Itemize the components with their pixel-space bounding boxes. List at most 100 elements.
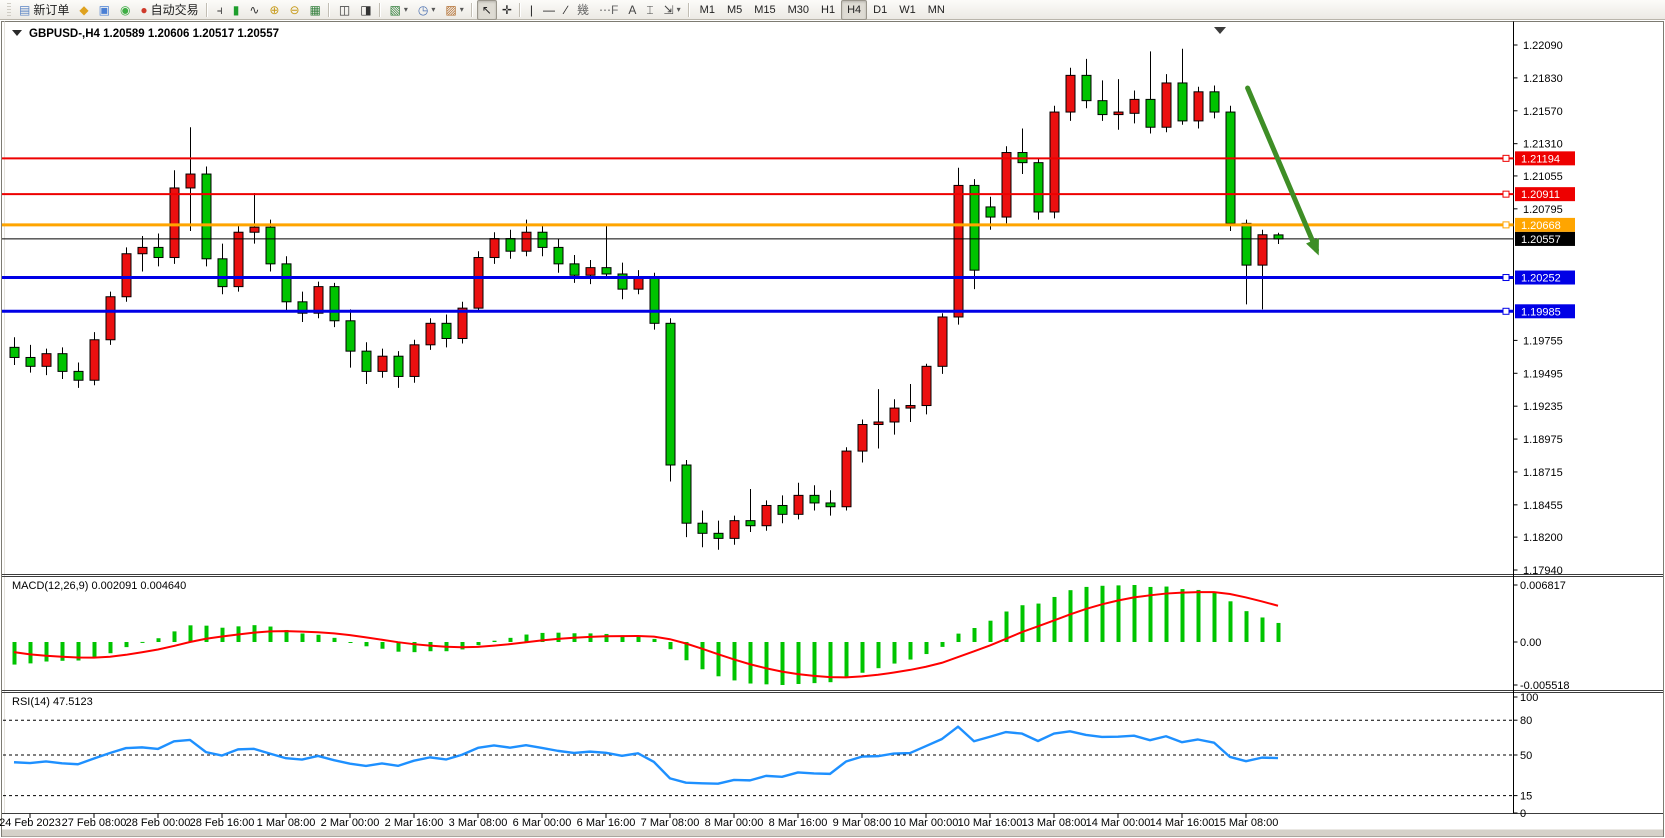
new-order-icon: ▤ [19,2,31,17]
time-tick-label: 10 Mar 00:00 [894,817,959,829]
timeframe-button-m5[interactable]: M5 [726,3,743,16]
toolbar-group-cursor: ↖ ✛ [476,0,517,20]
price-tick-label: 1.18715 [1523,467,1563,479]
timeframe-button-m15[interactable]: M15 [754,3,776,16]
timeframe-button-m30[interactable]: M30 [787,3,810,16]
arrows-tool-button[interactable]: ⇲ ▾ [659,0,686,20]
bear-candle [329,286,340,322]
timeframe-button-h1[interactable]: H1 [821,3,836,16]
timeframe-button-d1[interactable]: D1 [873,3,888,16]
zoom-out-button[interactable]: ⊖ [284,0,304,20]
toolbar-separator [470,2,473,17]
track-chart-button[interactable]: ◨ [355,0,376,20]
bear-candle [1225,111,1236,224]
bars-chart-button[interactable]: ⫞ [212,0,228,20]
time-axis[interactable]: 24 Feb 2023 27 Feb 08:00 28 Feb 00:00 28 Fe… [0,813,1278,830]
new-order-button[interactable]: ▤ 新订单 [14,0,74,20]
bull-candle [521,231,532,252]
timeframe-button-m1[interactable]: M1 [699,3,715,16]
toolbar-group-trade: ▤ 新订单 ◆ ▣ ◉ ● 自动交易 [14,0,204,20]
bull-candle [89,339,100,381]
tile-windows-button[interactable]: ▦ [305,0,326,20]
time-tick-label: 3 Mar 08:00 [449,817,508,829]
label-tool-button[interactable]: ⌶ [641,0,658,20]
fibonacci-tool-button[interactable]: ⋯F [594,0,623,20]
chevron-down-icon[interactable]: ▾ [676,5,681,14]
bear-candle [281,263,292,303]
arrow-object[interactable] [1245,85,1319,253]
hline-handle[interactable] [1502,154,1510,162]
macd-bar [140,641,145,643]
macd-bar [876,642,881,669]
chevron-down-icon[interactable]: ▾ [431,5,436,14]
chevron-down-icon[interactable]: ▾ [459,5,464,14]
bull-candle [473,257,484,309]
hline-handle[interactable] [1502,307,1510,315]
autotrading-icon: ● [140,2,148,17]
timeframe-button-w1[interactable]: W1 [899,3,916,16]
label-tool-icon: ⌶ [646,2,654,17]
price-tick-label: 1.19235 [1523,401,1563,413]
macd-bar [1132,585,1137,642]
bear-candle [777,504,788,515]
zoom-in-button[interactable]: ⊕ [264,0,284,20]
bear-candle [201,173,212,260]
signals-icon[interactable]: ◉ [115,0,135,20]
macd-bar [1036,603,1041,642]
macd-bar [12,642,17,665]
new-chart-button[interactable]: ▧ ▾ [385,0,413,20]
crosshair-button[interactable]: ✛ [497,0,517,20]
macd-bar [636,635,641,642]
auto-arrange-button[interactable]: ◫ [334,0,355,20]
hline-handle[interactable] [1502,221,1510,229]
cursor-button[interactable]: ↖ [476,0,497,20]
price-badge-label: 1.20252 [1521,273,1561,285]
bull-candle [857,424,868,452]
templates-button[interactable]: ▨ ▾ [440,0,468,20]
bear-candle [825,502,836,508]
chevron-down-icon[interactable]: ▾ [403,5,408,14]
bear-candle [601,267,612,275]
cursor-icon: ↖ [481,2,492,17]
hline-handle[interactable] [1502,274,1510,282]
market-icon[interactable]: ◆ [74,0,93,20]
macd-bar [460,642,465,650]
hline-handle[interactable] [1502,190,1510,198]
toolbar-drag-handle[interactable] [7,2,11,17]
candles-chart-button[interactable]: ▮ [228,0,245,20]
timeframe-button-mn[interactable]: MN [927,3,945,16]
bear-candle [713,532,724,539]
price-tick-label: 1.19755 [1523,335,1563,347]
text-tool-button[interactable]: A [623,0,641,20]
chart-shift-marker[interactable] [1214,27,1226,34]
bull-candle [905,405,916,409]
periods-button[interactable]: ◷ ▾ [413,0,441,20]
bear-candle [73,370,84,381]
vline-tool-button[interactable]: | [525,0,538,20]
hline-tool-button[interactable]: — [538,0,560,20]
price-badge-label: 1.20911 [1521,189,1560,201]
time-tick-label: 8 Mar 00:00 [705,817,764,829]
channel-tool-button[interactable]: 幾 [572,0,594,20]
arrow-head[interactable] [1306,237,1319,256]
price-tick-label: 1.21310 [1523,139,1563,151]
trendline-tool-button[interactable]: ∕ [560,0,572,20]
autotrading-button[interactable]: ● 自动交易 [135,0,203,20]
macd-bar [924,642,929,655]
time-tick-label: 2 Mar 00:00 [321,817,380,829]
chart-title: GBPUSD-,H4 1.20589 1.20606 1.20517 1.205… [29,28,279,40]
timeframe-button-h4[interactable]: H4 [841,0,868,20]
macd-bar [108,642,113,654]
bull-candle [953,184,964,318]
line-chart-button[interactable]: ∿ [244,0,264,20]
macd-bar [412,642,417,653]
periods-icon: ◷ [417,2,429,17]
macd-bar [1020,605,1025,642]
one-click-collapse-icon[interactable] [12,30,22,36]
bear-candle [1033,162,1044,213]
vps-icon[interactable]: ▣ [94,0,115,20]
macd-bar [956,633,961,642]
rsi-axis-label: 0 [1520,808,1526,820]
track-chart-icon: ◨ [360,2,372,17]
